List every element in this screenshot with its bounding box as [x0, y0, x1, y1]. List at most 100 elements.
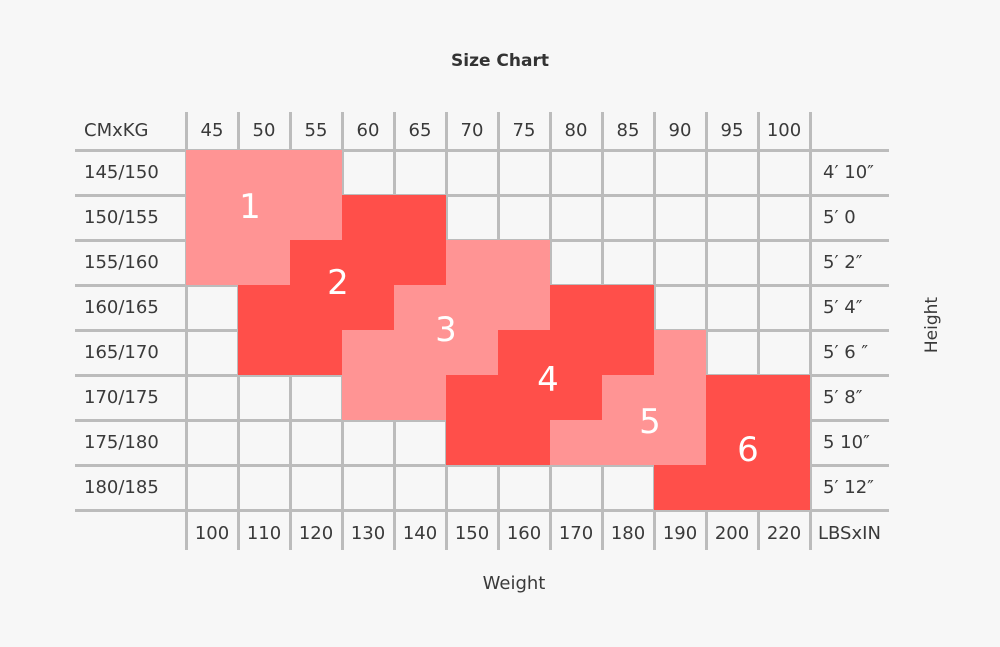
row-label-cm: 170/175 — [84, 387, 159, 408]
grid-line-vertical — [757, 112, 760, 550]
size-3-block — [342, 330, 395, 376]
column-footer-lbs: 200 — [714, 523, 750, 544]
x-axis-label: Weight — [482, 573, 546, 594]
row-label-cm: 160/165 — [84, 297, 159, 318]
row-label-ft-in: 4′ 10″ — [823, 162, 874, 183]
size-6-block — [706, 465, 759, 510]
row-label-cm: 180/185 — [84, 477, 159, 498]
size-3-block — [446, 240, 499, 286]
size-4-block — [498, 330, 551, 376]
grid-line-horizontal — [75, 149, 889, 152]
size-2-block — [290, 240, 343, 286]
row-label-cm: 155/160 — [84, 252, 159, 273]
column-footer-lbs: 160 — [506, 523, 542, 544]
size-2-block — [394, 240, 447, 286]
column-footer-lbs: 190 — [662, 523, 698, 544]
size-3-block — [446, 330, 499, 376]
size-1-block — [186, 240, 239, 285]
column-header-kg: 45 — [200, 120, 224, 141]
size-4-block — [446, 375, 499, 421]
size-2-block — [342, 195, 395, 241]
row-label-ft-in: 5′ 8″ — [823, 387, 863, 408]
size-4-block — [498, 375, 551, 421]
size-2-block — [290, 330, 343, 375]
size-5-block — [654, 420, 707, 466]
size-5-block — [654, 375, 707, 421]
column-footer-lbs: 130 — [350, 523, 386, 544]
size-label-6: 6 — [737, 430, 759, 470]
column-footer-lbs: 220 — [766, 523, 802, 544]
size-6-block — [758, 465, 810, 510]
size-3-block — [498, 285, 551, 331]
column-header-kg: 50 — [252, 120, 276, 141]
size-4-block — [550, 285, 603, 331]
size-3-block — [394, 285, 447, 331]
size-5-block — [550, 420, 603, 465]
size-6-block — [706, 420, 759, 466]
column-footer-lbs: 150 — [454, 523, 490, 544]
column-footer-lbs: 120 — [298, 523, 334, 544]
size-5-block — [654, 330, 706, 376]
column-header-kg: 75 — [512, 120, 536, 141]
column-footer-lbs: 170 — [558, 523, 594, 544]
grid-line-horizontal — [75, 464, 889, 467]
grid-line-vertical — [185, 112, 188, 550]
size-4-block — [550, 330, 603, 376]
grid-line-vertical — [809, 112, 812, 550]
size-6-block — [654, 465, 707, 510]
row-label-ft-in: 5′ 6 ″ — [823, 342, 869, 363]
row-label-ft-in: 5′ 0 — [823, 207, 856, 228]
size-1-block — [238, 195, 291, 241]
column-footer-lbs: 100 — [194, 523, 230, 544]
grid-line-vertical — [705, 112, 708, 550]
size-label-1: 1 — [239, 187, 261, 227]
column-header-kg: 90 — [668, 120, 692, 141]
corner-label-cmxkg: CMxKG — [84, 120, 149, 141]
row-label-cm: 165/170 — [84, 342, 159, 363]
size-label-2: 2 — [327, 263, 349, 303]
row-label-cm: 145/150 — [84, 162, 159, 183]
size-5-block — [602, 375, 655, 421]
size-3-block — [394, 375, 447, 420]
size-label-3: 3 — [435, 310, 457, 350]
size-1-block — [186, 195, 239, 241]
size-1-block — [290, 195, 343, 241]
size-1-block — [238, 240, 291, 286]
column-header-kg: 65 — [408, 120, 432, 141]
row-label-cm: 175/180 — [84, 432, 159, 453]
size-3-block — [498, 240, 550, 286]
chart-title: Size Chart — [451, 51, 549, 71]
size-2-block — [238, 285, 291, 331]
size-2-block — [290, 285, 343, 331]
size-6-block — [758, 375, 810, 421]
column-header-kg: 70 — [460, 120, 484, 141]
size-2-block — [342, 240, 395, 286]
size-3-block — [394, 330, 447, 376]
column-footer-lbs: 180 — [610, 523, 646, 544]
size-4-block — [550, 375, 603, 421]
size-5-block — [602, 420, 655, 465]
row-label-ft-in: 5 10″ — [823, 432, 870, 453]
size-4-block — [602, 285, 654, 331]
size-4-block — [602, 330, 655, 376]
size-2-block — [394, 195, 446, 241]
size-2-block — [238, 330, 291, 375]
size-6-block — [706, 375, 759, 421]
size-2-block — [342, 285, 395, 331]
corner-label-lbsxin: LBSxIN — [818, 523, 881, 544]
size-1-block — [186, 150, 239, 196]
size-3-block — [342, 375, 395, 420]
column-footer-lbs: 110 — [246, 523, 282, 544]
column-header-kg: 85 — [616, 120, 640, 141]
row-label-ft-in: 5′ 2″ — [823, 252, 863, 273]
column-header-kg: 60 — [356, 120, 380, 141]
size-1-block — [290, 150, 342, 196]
column-header-kg: 95 — [720, 120, 744, 141]
row-label-ft-in: 5′ 4″ — [823, 297, 863, 318]
size-label-4: 4 — [537, 360, 559, 400]
column-header-kg: 100 — [766, 120, 802, 141]
size-4-block — [446, 420, 499, 465]
column-footer-lbs: 140 — [402, 523, 438, 544]
column-header-kg: 55 — [304, 120, 328, 141]
